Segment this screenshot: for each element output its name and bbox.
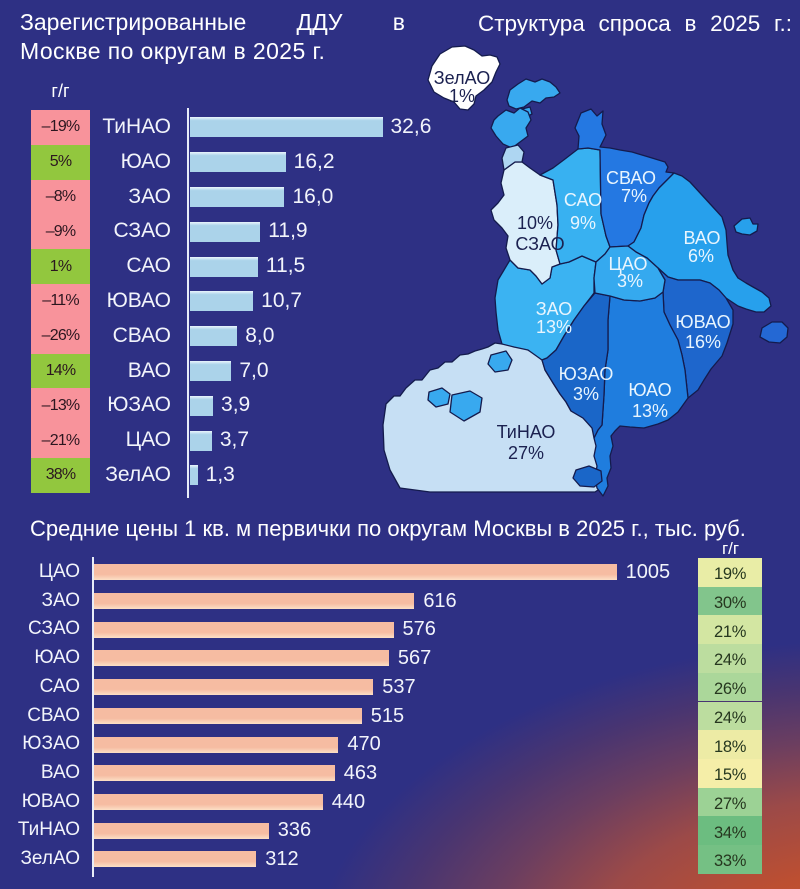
svg-text:ТиНАО: ТиНАО	[497, 422, 556, 442]
svg-text:3%: 3%	[573, 384, 599, 404]
svg-text:СЗАО: СЗАО	[515, 234, 564, 254]
svg-text:ЗелАО: ЗелАО	[434, 68, 490, 88]
svg-text:1%: 1%	[449, 86, 475, 106]
svg-text:9%: 9%	[570, 213, 596, 233]
svg-text:САО: САО	[564, 190, 602, 210]
svg-text:13%: 13%	[632, 401, 668, 421]
svg-text:ЮВАО: ЮВАО	[675, 312, 730, 332]
svg-text:ЮЗАО: ЮЗАО	[559, 364, 614, 384]
svg-text:16%: 16%	[685, 332, 721, 352]
svg-text:ЮАО: ЮАО	[628, 380, 671, 400]
svg-text:ЗАО: ЗАО	[536, 299, 572, 319]
svg-text:СВАО: СВАО	[606, 168, 656, 188]
svg-text:ВАО: ВАО	[683, 228, 720, 248]
svg-text:27%: 27%	[508, 443, 544, 463]
svg-text:10%: 10%	[517, 213, 553, 233]
svg-text:6%: 6%	[688, 246, 714, 266]
svg-text:7%: 7%	[621, 186, 647, 206]
svg-text:ЦАО: ЦАО	[609, 254, 648, 274]
svg-text:3%: 3%	[617, 271, 643, 291]
svg-text:13%: 13%	[536, 317, 572, 337]
